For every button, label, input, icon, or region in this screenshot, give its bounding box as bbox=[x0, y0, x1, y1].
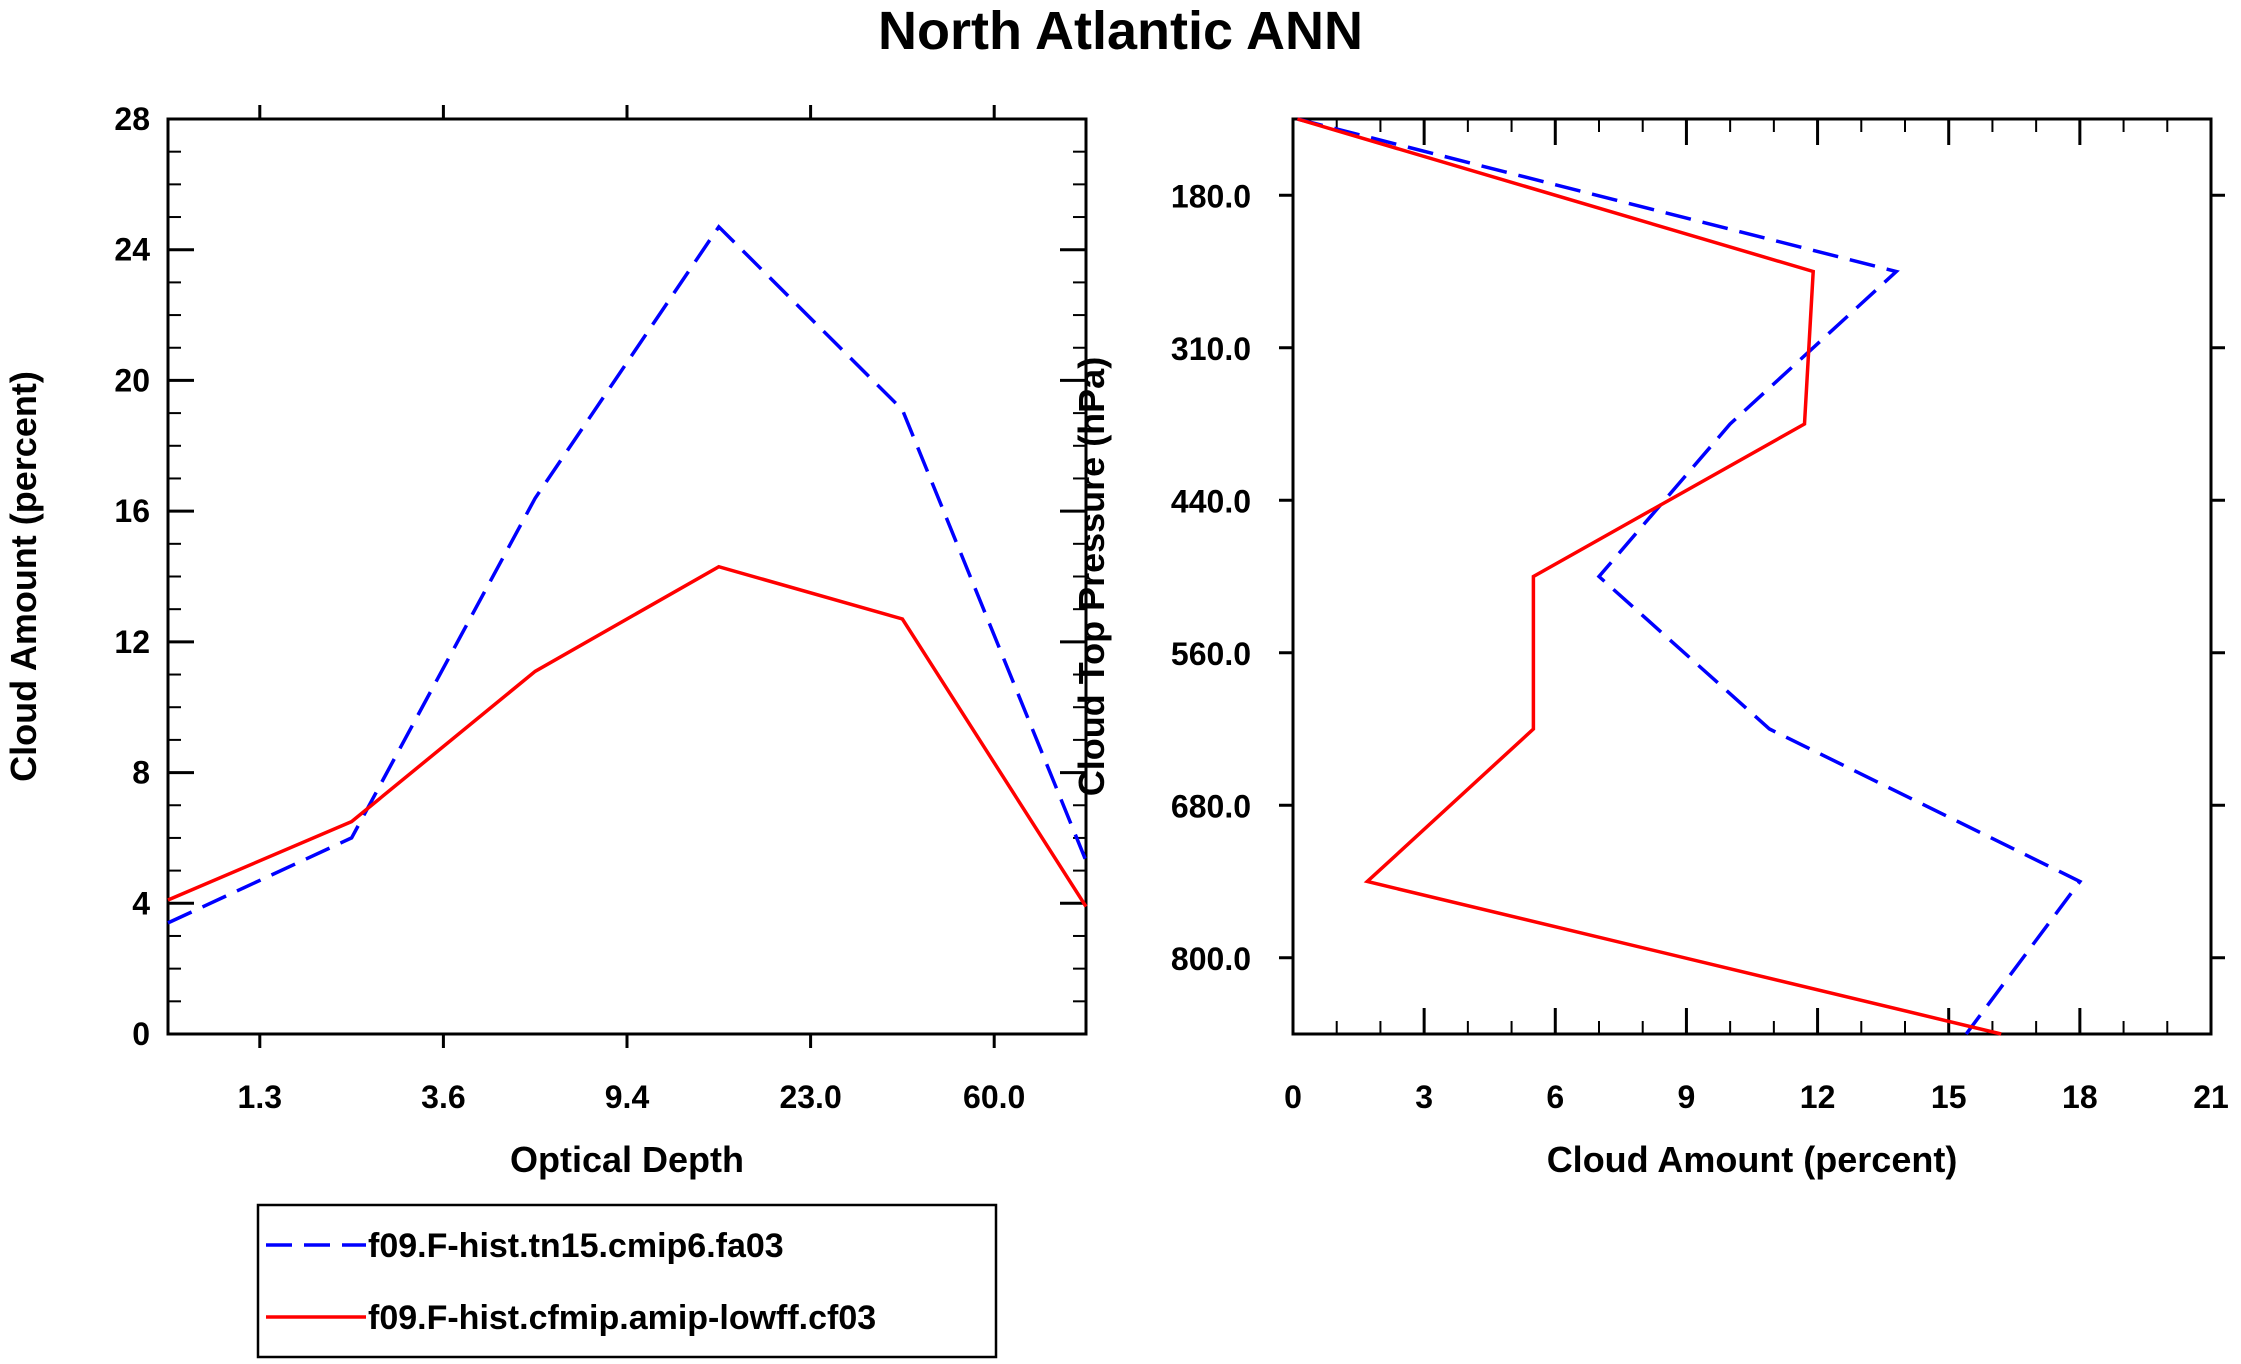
right-x-tick-label: 9 bbox=[1678, 1079, 1696, 1115]
right-x-tick-label: 6 bbox=[1546, 1079, 1564, 1115]
left-plot-frame bbox=[166, 117, 1088, 1036]
legend-label-1: f09.F-hist.tn15.cmip6.fa03 bbox=[368, 1227, 784, 1265]
left-y-tick-label: 0 bbox=[132, 1016, 150, 1052]
right-series-line-1 bbox=[1296, 117, 2083, 1036]
left-x-tick-label: 60.0 bbox=[963, 1079, 1025, 1115]
left-x-tick-label: 23.0 bbox=[779, 1079, 841, 1115]
right-y-axis-title: Cloud Top Pressure (hPa) bbox=[1071, 357, 1112, 796]
left-y-tick-label: 24 bbox=[114, 232, 150, 268]
left-series-line-2 bbox=[167, 564, 1088, 908]
right-x-axis-title: Cloud Amount (percent) bbox=[1547, 1139, 1958, 1180]
left-y-tick-label: 8 bbox=[132, 755, 150, 791]
right-x-tick-label: 0 bbox=[1284, 1079, 1302, 1115]
right-y-tick-label: 680.0 bbox=[1171, 788, 1251, 824]
left-x-tick-label: 3.6 bbox=[421, 1079, 465, 1115]
left-y-tick-label: 20 bbox=[114, 362, 150, 398]
legend-box bbox=[256, 1203, 998, 1359]
right-y-tick-label: 180.0 bbox=[1171, 178, 1251, 214]
right-plot-frame bbox=[1291, 117, 2213, 1036]
right-y-tick-label: 800.0 bbox=[1171, 941, 1251, 977]
right-y-tick-label: 560.0 bbox=[1171, 636, 1251, 672]
right-x-tick-label: 3 bbox=[1415, 1079, 1433, 1115]
figure-title: North Atlantic ANN bbox=[878, 1, 1363, 61]
left-series-line-1 bbox=[167, 224, 1088, 925]
right-y-tick-label: 440.0 bbox=[1171, 483, 1251, 519]
right-series-line-2 bbox=[1296, 117, 2002, 1036]
left-x-tick-label: 1.3 bbox=[238, 1079, 282, 1115]
left-y-tick-label: 4 bbox=[132, 885, 150, 921]
legend-label-2: f09.F-hist.cfmip.amip-lowff.cf03 bbox=[368, 1299, 876, 1337]
left-y-tick-label: 28 bbox=[114, 101, 150, 137]
right-x-tick-label: 15 bbox=[1931, 1079, 1967, 1115]
left-x-tick-label: 9.4 bbox=[605, 1079, 650, 1115]
right-x-tick-label: 12 bbox=[1800, 1079, 1836, 1115]
left-y-axis-title: Cloud Amount (percent) bbox=[3, 371, 44, 782]
left-y-tick-label: 12 bbox=[114, 624, 150, 660]
left-y-tick-label: 16 bbox=[114, 493, 150, 529]
right-x-tick-label: 21 bbox=[2193, 1079, 2229, 1115]
right-x-tick-label: 18 bbox=[2062, 1079, 2098, 1115]
left-x-axis-title: Optical Depth bbox=[510, 1139, 744, 1180]
right-y-tick-label: 310.0 bbox=[1171, 331, 1251, 367]
